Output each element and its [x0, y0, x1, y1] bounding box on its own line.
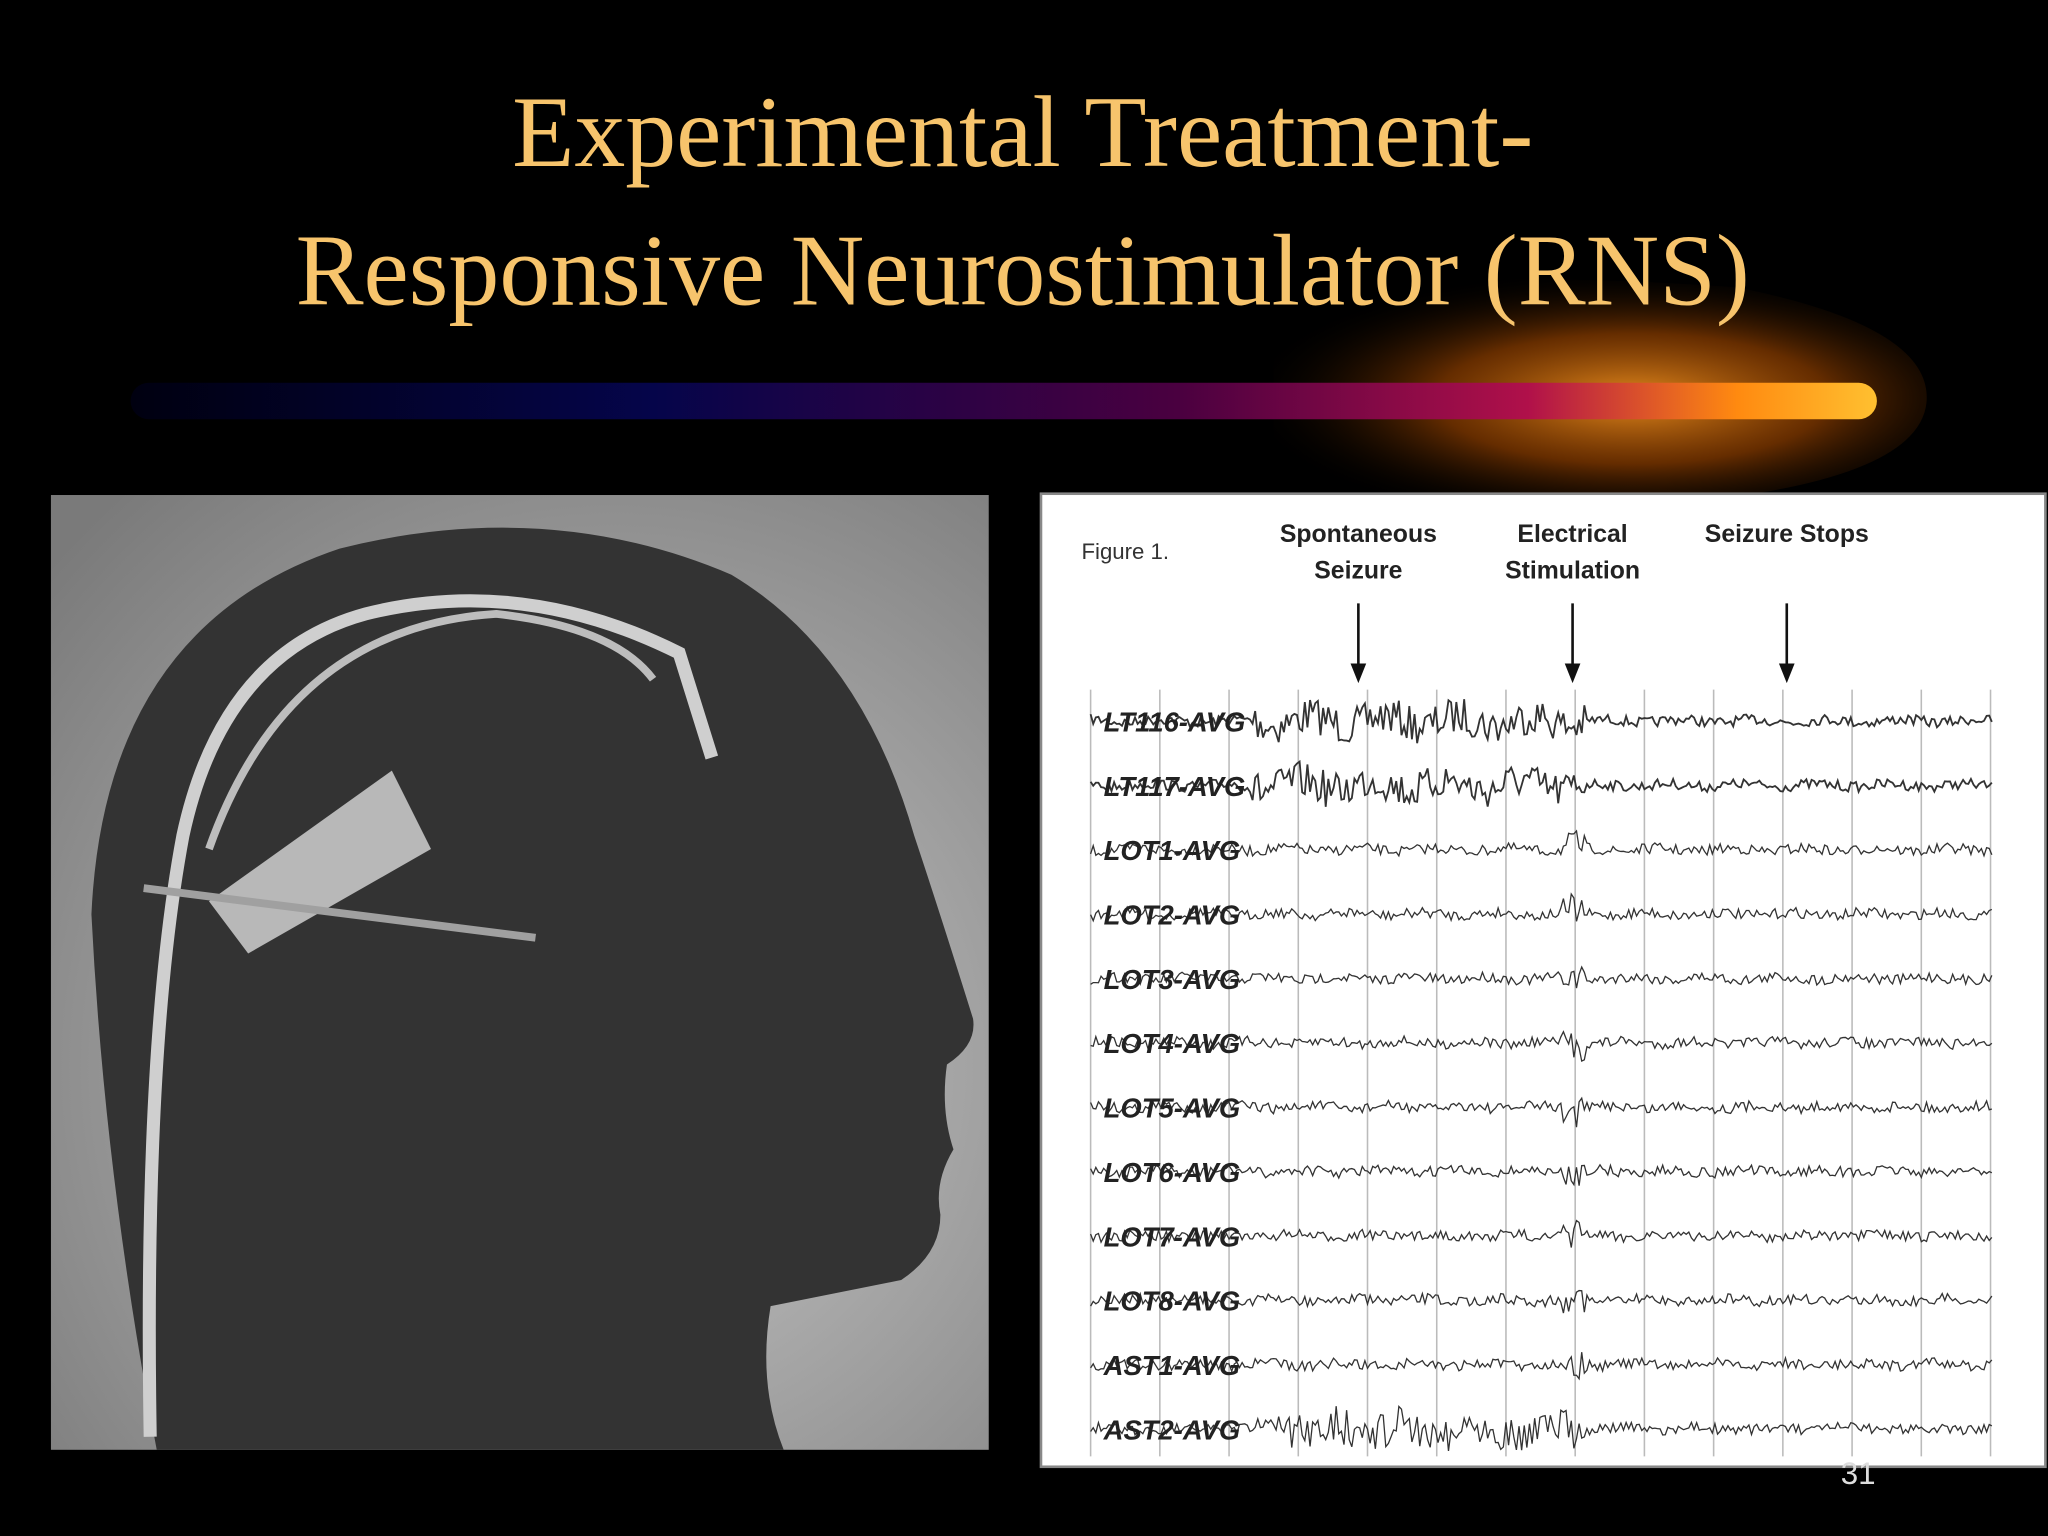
- eeg-trace: [1090, 892, 1993, 923]
- eeg-figure: Figure 1. Spontaneous Seizure Electrical St…: [1039, 492, 2047, 1469]
- channel-label: LOT6-AVG: [1104, 1157, 1241, 1188]
- channel-label: LOT8-AVG: [1104, 1286, 1241, 1317]
- channel-label: LOT1-AVG: [1104, 835, 1241, 866]
- arrow-head: [1564, 663, 1581, 684]
- eeg-trace: [1090, 1030, 1993, 1063]
- channel-label: LOT3-AVG: [1104, 964, 1241, 995]
- eeg-trace: [1089, 1219, 1993, 1248]
- eeg-trace: [1090, 1404, 1993, 1452]
- annotation: Stimulation: [1505, 558, 1640, 585]
- channel-label: LT117-AVG: [1104, 771, 1246, 802]
- annotation: Electrical: [1517, 521, 1627, 548]
- eeg-trace: [1089, 829, 1993, 858]
- figure-caption: Figure 1.: [1081, 539, 1169, 564]
- eeg-trace: [1089, 759, 1993, 807]
- channel-label: LT116-AVG: [1104, 706, 1246, 737]
- eeg-trace: [1090, 1352, 1993, 1381]
- arrow-head: [1350, 663, 1367, 684]
- annotation: Seizure Stops: [1705, 521, 1869, 548]
- title-bar: [130, 382, 1877, 420]
- eeg-trace: [1089, 698, 1993, 744]
- annotation: Spontaneous: [1280, 521, 1437, 548]
- title-line: Experimental Treatment-: [512, 76, 1533, 189]
- channel-label: LOT2-AVG: [1104, 899, 1241, 930]
- eeg-trace: [1090, 1163, 1993, 1187]
- eeg-trace: [1090, 1096, 1993, 1128]
- arrow-head: [1778, 663, 1795, 684]
- channel-label: AST2-AVG: [1103, 1414, 1241, 1445]
- title-line: Responsive Neurostimulator (RNS): [296, 214, 1750, 327]
- channel-label: LOT7-AVG: [1104, 1221, 1241, 1252]
- eeg-trace: [1090, 965, 1993, 989]
- channel-label: AST1-AVG: [1103, 1350, 1241, 1381]
- head-image: [50, 495, 989, 1450]
- eeg-trace: [1090, 1289, 1993, 1314]
- page-number: 31: [1841, 1456, 1876, 1491]
- channel-label: LOT5-AVG: [1104, 1093, 1241, 1124]
- channel-label: LOT4-AVG: [1104, 1028, 1241, 1059]
- annotation: Seizure: [1314, 558, 1402, 585]
